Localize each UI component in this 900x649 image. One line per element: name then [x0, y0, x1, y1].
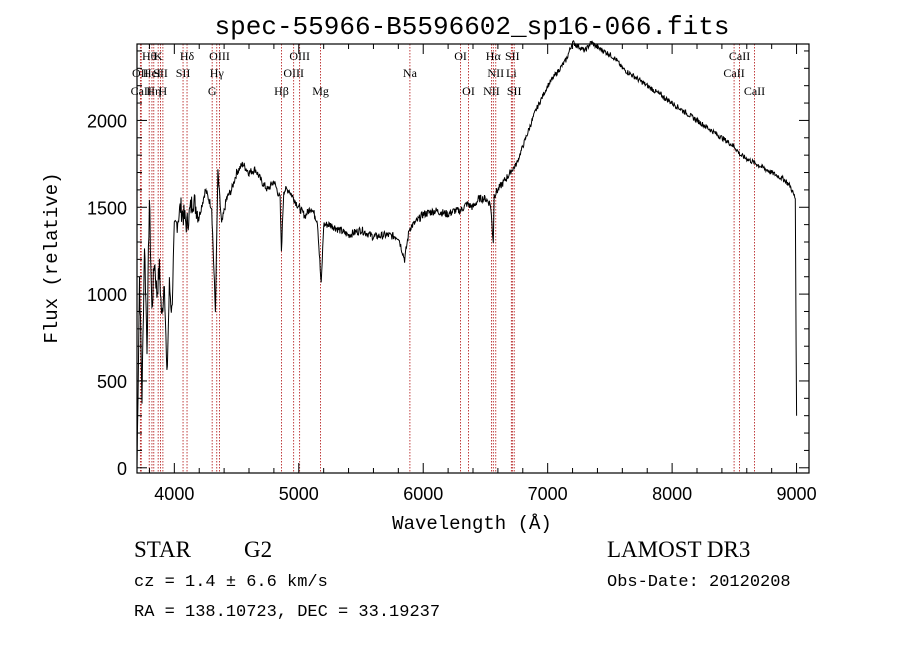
- line-label-3: HeI: [143, 66, 161, 80]
- object-class: STAR: [134, 537, 191, 562]
- line-label-19: OI: [462, 84, 475, 98]
- line-label-18: OI: [454, 49, 467, 63]
- coordinates: RA = 138.10723, DEC = 33.19237: [134, 603, 441, 622]
- line-label-15: Hβ: [274, 84, 289, 98]
- x-tick-label-2: 6000: [403, 484, 443, 504]
- line-label-21: NII: [487, 66, 504, 80]
- y-tick-label-1: 500: [97, 372, 127, 392]
- y-axis-ticks: 0 500 1000 1500 2000: [87, 50, 809, 479]
- y-tick-label-2: 1000: [87, 285, 127, 305]
- line-label-9: SII: [176, 66, 191, 80]
- y-axis-label: Flux (relative): [41, 172, 63, 343]
- line-label-4: Hη: [146, 84, 161, 98]
- x-axis-ticks: 4000 5000 6000 7000 8000 9000: [148, 44, 817, 504]
- obs-date: Obs-Date: 20120208: [607, 573, 791, 592]
- line-label-12: G: [208, 84, 217, 98]
- x-tick-label-4: 8000: [652, 484, 692, 504]
- redshift-cz: cz = 1.4 ± 6.6 km/s: [134, 573, 328, 592]
- line-label-6: SII: [153, 66, 168, 80]
- line-label-11: Hγ: [210, 66, 225, 80]
- line-label-8: Hδ: [180, 49, 195, 63]
- line-label-5: K: [154, 49, 163, 63]
- y-tick-label-3: 1500: [87, 198, 127, 218]
- x-axis-label: Wavelength (Å): [392, 513, 552, 535]
- spectrum-series-line: [136, 40, 798, 469]
- line-label-1: OII: [132, 66, 149, 80]
- x-tick-label-5: 9000: [777, 484, 817, 504]
- line-label-20: Hα: [486, 49, 502, 63]
- chart-title: spec-55966-B5596602_sp16-066.fits: [215, 12, 730, 42]
- line-label-17: Na: [403, 66, 418, 80]
- y-tick-label-0: 0: [117, 459, 127, 479]
- line-label-16: Mg: [312, 84, 329, 98]
- line-label-25: SII: [507, 84, 522, 98]
- line-markers-group: [139, 44, 755, 473]
- line-label-27: CaII: [723, 66, 744, 80]
- line-label-23: SII: [505, 49, 520, 63]
- line-label-24: Li: [506, 66, 517, 80]
- x-tick-label-0: 4000: [154, 484, 194, 504]
- line-label-7: H: [159, 84, 168, 98]
- line-label-0: Hθ: [142, 49, 157, 63]
- line-labels-group: Hθ OII CaII HeI Hη K SII H Hδ SII OIII Hγ G OIII OIII H…: [131, 49, 766, 98]
- x-tick-label-1: 5000: [279, 484, 319, 504]
- object-subclass: G2: [244, 537, 273, 562]
- y-tick-label-4: 2000: [87, 111, 127, 131]
- line-label-26: CaII: [729, 49, 750, 63]
- line-label-2: CaII: [131, 84, 152, 98]
- line-label-13: OIII: [289, 49, 310, 63]
- plot-frame: [136, 43, 810, 474]
- line-label-28: CaII: [744, 84, 765, 98]
- line-label-22: NII: [483, 84, 500, 98]
- survey-name: LAMOST DR3: [607, 537, 751, 562]
- line-label-14: OIII: [283, 66, 304, 80]
- x-tick-label-3: 7000: [528, 484, 568, 504]
- line-label-10: OIII: [209, 49, 230, 63]
